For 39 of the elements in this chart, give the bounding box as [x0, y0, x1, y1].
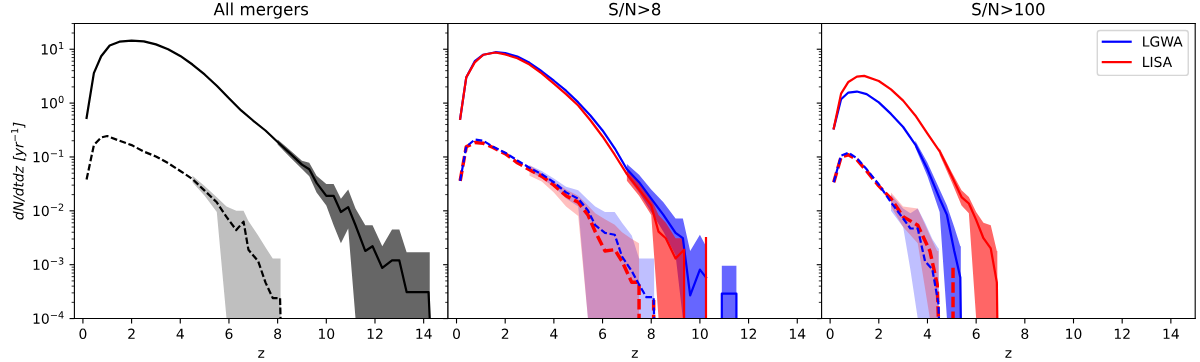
x-tick-label: 0 [79, 328, 87, 340]
y-tick-label: 10$^{−2}$ [33, 203, 64, 217]
x-tick-label: 14 [789, 328, 806, 339]
x-tick-label: 4 [176, 328, 184, 339]
x-tick-label: 14 [1163, 328, 1179, 339]
chart-title: All mergers [213, 2, 309, 19]
x-tick-label: 6 [225, 328, 233, 340]
y-tick-label: 10$^{−4}$ [33, 311, 64, 324]
x-tick-label: 0 [453, 328, 461, 340]
y-tick-label: 10$^{−1}$ [33, 149, 64, 163]
x-tick-label: 12 [1114, 328, 1130, 339]
x-tick-label: 4 [923, 328, 932, 339]
x-tick-label: 12 [367, 328, 383, 339]
x-tick-label: 8 [647, 328, 655, 340]
x-tick-label: 8 [1021, 328, 1029, 340]
y-axis-title: dN/dtdz [yr$^{−1}$] [11, 122, 27, 220]
x-tick-label: 12 [741, 328, 757, 339]
legend-label: LGWA [1143, 36, 1183, 47]
x-tick-label: 6 [972, 328, 980, 340]
y-tick-label: 10$^{1}$ [41, 42, 64, 55]
x-tick-label: 6 [599, 328, 607, 340]
x-tick-label: 10 [692, 328, 708, 340]
x-axis-title: z [631, 350, 638, 358]
x-tick-label: 14 [416, 328, 432, 339]
chart-title: S/N>100 [972, 2, 1045, 17]
x-tick-label: 10 [318, 328, 335, 340]
x-axis-title: z [258, 350, 265, 358]
x-tick-label: 0 [826, 328, 834, 340]
x-axis-title: z [1005, 350, 1012, 358]
x-tick-label: 2 [501, 328, 509, 339]
x-tick-label: 8 [274, 328, 282, 340]
legend-label: LISA [1143, 56, 1173, 68]
x-tick-label: 4 [550, 328, 558, 339]
x-tick-label: 2 [128, 328, 135, 339]
y-tick-label: 10$^{0}$ [41, 95, 64, 109]
y-tick-label: 10$^{−3}$ [33, 257, 64, 271]
x-tick-label: 10 [1066, 328, 1082, 340]
x-tick-label: 2 [875, 328, 882, 339]
chart-title: S/N>8 [609, 2, 661, 17]
